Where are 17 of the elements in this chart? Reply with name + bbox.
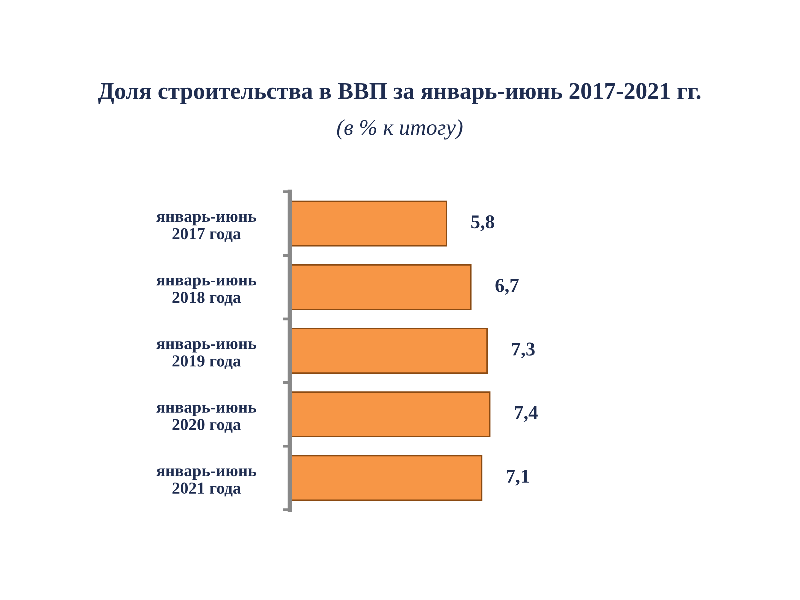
y-tick-label: январь-июнь 2018 года	[156, 278, 256, 306]
chart-subtitle: (в % к итогу)	[337, 120, 463, 140]
bar	[290, 328, 488, 374]
data-label: 7,4	[515, 406, 538, 422]
y-tick-label: январь-июнь 2020 года	[156, 404, 256, 434]
bar	[290, 392, 491, 438]
y-tick-label: январь-июнь 2019 года	[156, 341, 256, 370]
chart-title: Доля строительства в ВВП за январь-июнь 2017-2021 гг.	[98, 83, 701, 104]
data-label: 7,3	[512, 342, 535, 359]
data-label: 7,1	[507, 470, 530, 486]
bar	[290, 200, 448, 247]
data-label: 5,8	[472, 216, 494, 232]
data-label: 6,7	[496, 279, 519, 296]
y-tick-label: январь-июнь 2021 года	[156, 468, 256, 497]
bar	[290, 264, 472, 310]
bar	[290, 455, 483, 502]
y-tick-label: январь-июнь 2017 года	[156, 214, 256, 242]
